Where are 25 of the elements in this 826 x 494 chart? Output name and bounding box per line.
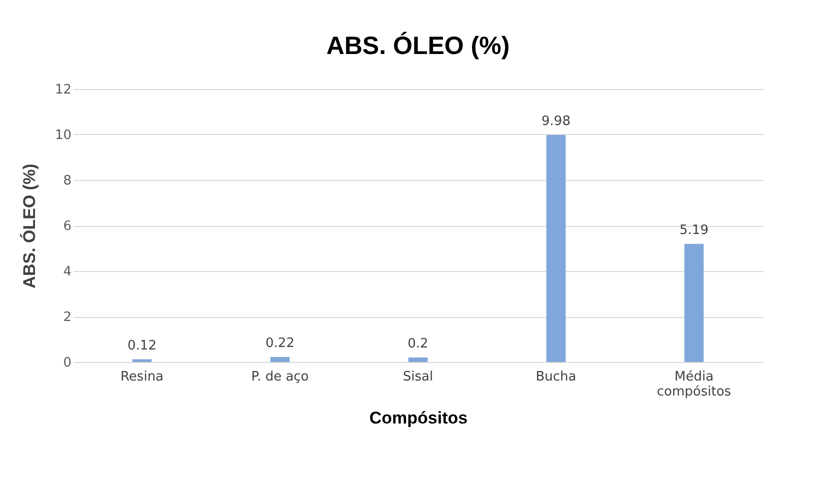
x-tick-label: Resina xyxy=(120,370,164,384)
y-tick-label: 10 xyxy=(54,128,72,143)
data-label: 0.2 xyxy=(408,336,428,352)
x-axis-title: Compósitos xyxy=(369,408,468,428)
x-tick-label: Sisal xyxy=(402,370,434,384)
y-tick-label: 4 xyxy=(63,264,72,280)
x-tick-label: P. de aço xyxy=(251,370,309,384)
bar xyxy=(408,357,428,362)
x-tick-label: Média compósitos xyxy=(656,370,732,400)
bar xyxy=(546,134,566,362)
bar xyxy=(684,244,704,362)
y-tick-label: 2 xyxy=(63,310,72,325)
y-tick-label: 8 xyxy=(63,174,72,188)
bar xyxy=(132,359,152,362)
y-tick-label: 6 xyxy=(63,219,72,234)
y-tick-label: 0 xyxy=(63,356,72,370)
y-tick-label: 12 xyxy=(54,82,72,98)
chart-title: ABS. ÓLEO (%) xyxy=(326,31,510,60)
data-label: 9.98 xyxy=(542,114,570,129)
x-tick-label: Bucha xyxy=(536,370,576,384)
bar xyxy=(270,356,290,362)
data-label: 0.12 xyxy=(128,338,156,354)
data-label: 5.19 xyxy=(680,222,708,238)
y-axis-title: ABS. ÓLEO (%) xyxy=(18,164,39,288)
data-label: 0.22 xyxy=(266,336,294,351)
